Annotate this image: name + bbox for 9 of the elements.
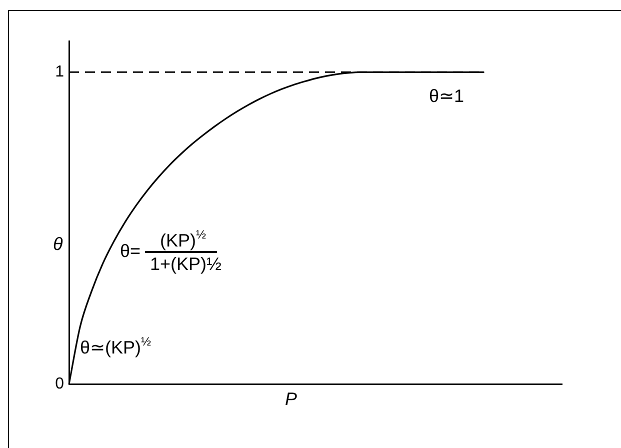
- annotation: θ=: [120, 241, 141, 261]
- y-tick-label: 1: [55, 64, 64, 81]
- y-axis-title: θ: [53, 234, 63, 254]
- annotation: (KP)$^{½}$: [160, 228, 206, 250]
- y-tick-label: 0: [55, 375, 64, 392]
- annotation: θ≃1: [429, 86, 464, 106]
- annotation: 1+(KP)½: [150, 254, 222, 274]
- x-axis-title: P: [285, 389, 298, 409]
- annotation: θ≃(KP)$^{½}$: [80, 334, 152, 358]
